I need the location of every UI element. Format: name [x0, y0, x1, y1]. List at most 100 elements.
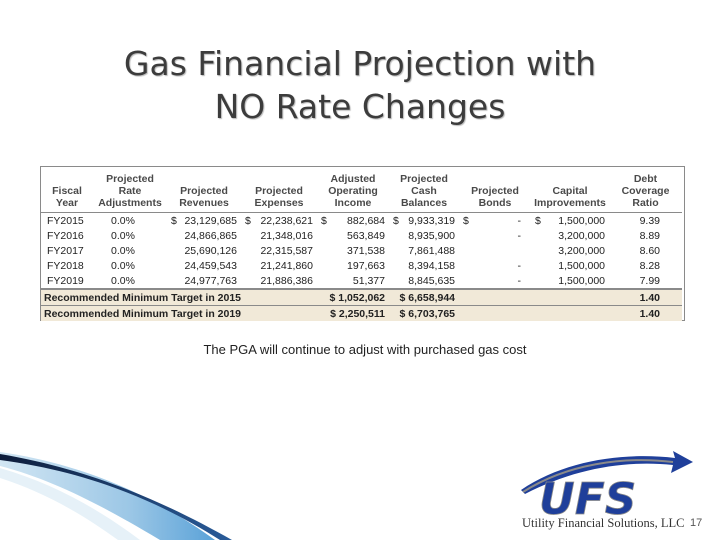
cell-cash-balance-value: 7,861,488 [408, 244, 455, 257]
cell-capital-improvements: 1,500,000 [531, 273, 609, 289]
target-debt-coverage-ratio: 1.40 [609, 288, 682, 306]
target-label: Recommended Minimum Target in 2019 [41, 305, 317, 321]
cell-expenses-value: 21,348,016 [260, 229, 313, 242]
cell-operating-income: 197,663 [317, 258, 389, 273]
cell-fiscal-year-value: FY2016 [47, 229, 84, 242]
currency-symbol: $ [535, 214, 541, 227]
cell-revenues: 24,459,543 [167, 258, 241, 273]
cell-expenses: $22,238,621 [241, 213, 317, 229]
cell-operating-income: 563,849 [317, 228, 389, 243]
currency-symbol: $ [171, 214, 177, 227]
cell-revenues: $23,129,685 [167, 213, 241, 229]
cell-cash-balance-value: 8,394,158 [408, 259, 455, 272]
cell-bonds: - [459, 228, 531, 243]
header-rate-adjustments: Projected Rate Adjustments [93, 167, 167, 213]
currency-symbol: $ [245, 214, 251, 227]
cell-debt-coverage-ratio: 8.60 [609, 243, 682, 258]
cell-operating-income: $882,684 [317, 213, 389, 229]
page-number: 17 [690, 517, 703, 529]
cell-expenses: 21,886,386 [241, 273, 317, 289]
currency-symbol: $ [393, 214, 399, 227]
cell-fiscal-year-value: FY2019 [47, 274, 84, 287]
table-row: FY2015 0.0% $23,129,685 $22,238,621 $882,684… [41, 213, 682, 229]
decorative-swoosh [0, 452, 232, 540]
cell-capital-improvements-value: 3,200,000 [558, 244, 605, 257]
cell-debt-coverage-ratio-value: 8.28 [639, 259, 660, 272]
cell-bonds [459, 243, 531, 258]
cell-revenues: 25,690,126 [167, 243, 241, 258]
cell-rate-adjustment-value: 0.0% [111, 259, 135, 272]
cell-expenses-value: 21,886,386 [260, 274, 313, 287]
company-name: Utility Financial Solutions, LLC [522, 516, 685, 530]
cell-cash-balance-value: 8,935,900 [408, 229, 455, 242]
header-expenses: Projected Expenses [241, 167, 317, 213]
cell-bonds-value: - [517, 214, 522, 227]
cell-rate-adjustment: 0.0% [93, 258, 167, 273]
cell-capital-improvements: 3,200,000 [531, 228, 609, 243]
target-operating-income: $ 2,250,511 [317, 305, 389, 321]
table-row: FY2016 0.0% 24,866,865 21,348,016 563,849 8,9… [41, 228, 682, 243]
table-row: FY2017 0.0% 25,690,126 22,315,587 371,538 7,8… [41, 243, 682, 258]
cell-cash-balance: 8,935,900 [389, 228, 459, 243]
currency-symbol: $ [463, 214, 469, 227]
cell-capital-improvements-value: 3,200,000 [558, 229, 605, 242]
target-operating-income: $ 1,052,062 [317, 288, 389, 306]
cell-cash-balance: 8,845,635 [389, 273, 459, 289]
table-row: FY2019 0.0% 24,977,763 21,886,386 51,377 8,84… [41, 273, 682, 289]
slide-title-line-1: Gas Financial Projection with [123, 44, 597, 83]
cell-revenues-value: 24,459,543 [184, 259, 237, 272]
cell-bonds-value: - [517, 229, 522, 242]
cell-operating-income-value: 197,663 [347, 259, 385, 272]
currency-symbol: $ [321, 214, 327, 227]
header-revenues: Projected Revenues [167, 167, 241, 213]
cell-bonds: $ - [459, 213, 531, 229]
cell-debt-coverage-ratio-value: 9.39 [639, 214, 660, 227]
cell-cash-balance: $9,933,319 [389, 213, 459, 229]
cell-rate-adjustment-value: 0.0% [111, 229, 135, 242]
cell-bonds: - [459, 273, 531, 289]
header-capital-improvements: Capital Improvements [531, 167, 609, 213]
cell-operating-income: 371,538 [317, 243, 389, 258]
cell-fiscal-year: FY2017 [41, 243, 93, 258]
cell-rate-adjustment-value: 0.0% [111, 214, 135, 227]
target-spacer [459, 288, 609, 306]
cell-debt-coverage-ratio: 9.39 [609, 213, 682, 229]
cell-debt-coverage-ratio-value: 8.89 [639, 229, 660, 242]
cell-expenses-value: 22,238,621 [260, 214, 313, 227]
target-row: Recommended Minimum Target in 2015 $ 1,05… [41, 288, 682, 306]
pga-note: The PGA will continue to adjust with pur… [203, 342, 527, 357]
cell-capital-improvements-value: 1,500,000 [558, 259, 605, 272]
ufs-logo: UFS [521, 451, 693, 518]
table-header-row: Fiscal Year Projected Rate Adjustments P… [41, 167, 682, 213]
target-cash-balance: $ 6,703,765 [389, 305, 459, 321]
cell-revenues: 24,977,763 [167, 273, 241, 289]
cell-fiscal-year-value: FY2015 [47, 214, 84, 227]
slide-title: Gas Financial Projection with NO Rate Ch… [0, 42, 720, 128]
cell-fiscal-year: FY2016 [41, 228, 93, 243]
cell-capital-improvements-value: 1,500,000 [558, 214, 605, 227]
cell-fiscal-year-value: FY2017 [47, 244, 84, 257]
header-fiscal-year: Fiscal Year [41, 167, 93, 213]
cell-capital-improvements: 3,200,000 [531, 243, 609, 258]
cell-debt-coverage-ratio-value: 7.99 [639, 274, 660, 287]
cell-rate-adjustment: 0.0% [93, 228, 167, 243]
cell-cash-balance: 7,861,488 [389, 243, 459, 258]
slide-title-line-2: NO Rate Changes [214, 87, 506, 126]
cell-fiscal-year: FY2015 [41, 213, 93, 229]
target-label: Recommended Minimum Target in 2015 [41, 288, 317, 306]
cell-expenses: 21,241,860 [241, 258, 317, 273]
cell-bonds-value: - [517, 259, 522, 272]
cell-operating-income-value: 882,684 [347, 214, 385, 227]
cell-rate-adjustment: 0.0% [93, 243, 167, 258]
header-cash-balances: Projected Cash Balances [389, 167, 459, 213]
cell-revenues-value: 24,866,865 [184, 229, 237, 242]
target-debt-coverage-ratio: 1.40 [609, 305, 682, 321]
target-spacer [459, 305, 609, 321]
cell-debt-coverage-ratio-value: 8.60 [639, 244, 660, 257]
table-row: FY2018 0.0% 24,459,543 21,241,860 197,663 8,3… [41, 258, 682, 273]
cell-capital-improvements: $1,500,000 [531, 213, 609, 229]
cell-operating-income-value: 371,538 [347, 244, 385, 257]
cell-operating-income-value: 563,849 [347, 229, 385, 242]
cell-rate-adjustment-value: 0.0% [111, 274, 135, 287]
cell-rate-adjustment: 0.0% [93, 213, 167, 229]
